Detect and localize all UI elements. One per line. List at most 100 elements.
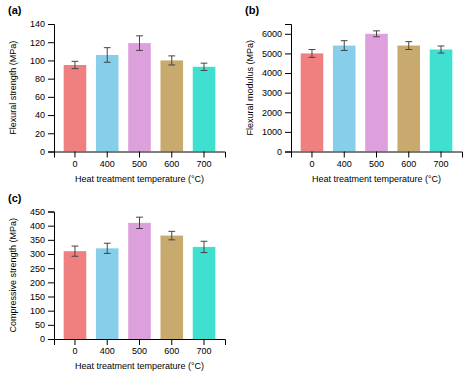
tick-label: 700 <box>434 159 449 169</box>
error-bar <box>104 48 111 63</box>
tick-label: 400 <box>100 346 115 356</box>
tick-mark <box>48 133 54 134</box>
tick: 2000 <box>262 108 291 118</box>
tick-label: 5000 <box>262 49 282 59</box>
tick: 20 <box>35 129 54 139</box>
tick-label: 500 <box>132 159 147 169</box>
tick: 60 <box>35 92 54 102</box>
tick-label: 500 <box>132 346 147 356</box>
y-axis-title: Flexural modulus (MPa) <box>245 40 255 136</box>
axis-line <box>48 212 55 340</box>
tick-mark <box>171 152 172 158</box>
tick-label: 0 <box>277 147 282 157</box>
y-axis: 0100020003000400050006000 <box>262 25 292 157</box>
tick-mark <box>107 339 108 345</box>
tick-label: 60 <box>35 92 45 102</box>
panel-label: (b) <box>245 4 259 16</box>
error-bar <box>373 31 380 37</box>
error-bar <box>72 246 79 256</box>
bar <box>64 251 87 339</box>
tick-mark <box>376 152 377 158</box>
tick-mark <box>107 152 108 158</box>
tick-label: 450 <box>30 207 45 217</box>
y-axis-title: Flexural strength (MPa) <box>8 41 18 135</box>
tick: 0 <box>309 152 314 169</box>
tick-mark <box>48 42 54 43</box>
tick-label: 3000 <box>262 88 282 98</box>
tick: 0 <box>40 334 54 344</box>
error-bar <box>72 61 79 68</box>
bar <box>333 46 356 152</box>
x-axis-title: Heat treatment temperature (°C) <box>75 361 204 371</box>
tick-mark <box>48 115 54 116</box>
x-axis-title: Heat treatment temperature (°C) <box>312 174 441 184</box>
tick: 350 <box>30 235 54 245</box>
bar <box>128 223 151 339</box>
axis-line <box>292 152 463 158</box>
tick-mark <box>48 240 54 241</box>
tick: 140 <box>30 19 54 29</box>
tick-label: 20 <box>35 129 45 139</box>
tick-mark <box>74 152 75 158</box>
axis-line <box>48 25 55 153</box>
tick-label: 400 <box>100 159 115 169</box>
panel-label: (c) <box>8 192 22 204</box>
tick-mark <box>441 152 442 158</box>
tick-label: 400 <box>30 221 45 231</box>
tick-label: 600 <box>164 159 179 169</box>
tick: 50 <box>35 320 54 330</box>
tick: 6000 <box>262 29 291 39</box>
bar <box>96 55 119 152</box>
tick-mark <box>48 311 54 312</box>
tick: 400 <box>100 339 115 356</box>
tick-mark <box>48 282 54 283</box>
tick-mark <box>74 339 75 345</box>
tick-label: 250 <box>30 264 45 274</box>
tick-label: 200 <box>30 278 45 288</box>
tick-mark <box>311 152 312 158</box>
tick: 0 <box>72 339 77 356</box>
tick: 450 <box>30 207 54 217</box>
tick-mark <box>171 339 172 345</box>
tick-mark <box>285 93 291 94</box>
tick-mark <box>204 152 205 158</box>
tick: 500 <box>132 339 147 356</box>
marks <box>64 217 216 339</box>
axis-line <box>55 340 226 346</box>
tick-mark <box>48 79 54 80</box>
tick-label: 0 <box>72 159 77 169</box>
tick: 700 <box>197 339 212 356</box>
error-bar <box>309 50 316 58</box>
error-bar <box>104 243 111 253</box>
tick-label: 120 <box>30 38 45 48</box>
tick-mark <box>48 339 54 340</box>
y-axis: 050100150200250300350400450 <box>30 207 55 345</box>
x-axis: 0400500600700 <box>55 152 226 169</box>
bar <box>365 34 388 152</box>
tick-label: 400 <box>337 159 352 169</box>
tick-mark <box>285 73 291 74</box>
tick: 1000 <box>262 127 291 137</box>
tick-label: 0 <box>72 346 77 356</box>
tick-mark <box>48 254 54 255</box>
bar <box>193 247 216 339</box>
tick-mark <box>48 152 54 153</box>
error-bar <box>136 217 143 228</box>
tick: 500 <box>369 152 384 169</box>
tick: 0 <box>72 152 77 169</box>
tick-label: 0 <box>40 147 45 157</box>
tick-mark <box>285 152 291 153</box>
bar <box>397 46 420 152</box>
tick: 150 <box>30 292 54 302</box>
bar <box>128 43 151 151</box>
tick: 400 <box>100 152 115 169</box>
error-bar <box>136 36 143 51</box>
tick-label: 350 <box>30 235 45 245</box>
y-axis: 020406080100120140 <box>30 19 55 157</box>
tick-label: 700 <box>197 346 212 356</box>
tick-mark <box>48 60 54 61</box>
bar <box>430 50 453 152</box>
tick-mark <box>204 339 205 345</box>
tick: 600 <box>164 339 179 356</box>
tick-label: 100 <box>30 306 45 316</box>
